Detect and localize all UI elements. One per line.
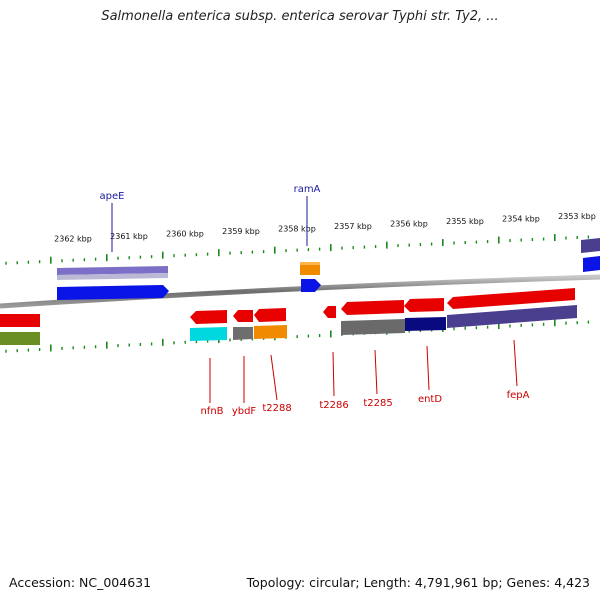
kbp-label: 2362 kbp bbox=[54, 235, 92, 244]
kbp-label: 2358 kbp bbox=[278, 225, 316, 234]
gene-labels-bottom: nfnB ybdF t2288 t2286 t2285 entD fepA bbox=[200, 390, 529, 417]
kbp-label: 2359 kbp bbox=[222, 227, 260, 236]
gene-entD[interactable] bbox=[404, 298, 446, 331]
gene-t2285[interactable] bbox=[341, 300, 405, 335]
kbp-label: 2360 kbp bbox=[166, 230, 204, 239]
kbp-labels: 2362 kbp 2361 kbp 2360 kbp 2359 kbp 2358 kbp… bbox=[54, 212, 596, 244]
gene-label[interactable]: nfnB bbox=[200, 406, 223, 417]
label-leaders bbox=[111, 196, 518, 403]
gene-nfnB[interactable] bbox=[190, 310, 227, 341]
forward-features bbox=[57, 238, 600, 300]
map-title: Salmonella enterica subsp. enterica sero… bbox=[101, 9, 499, 24]
gene-label[interactable]: t2288 bbox=[262, 403, 291, 414]
accession-text: Accession: NC_004631 bbox=[9, 575, 152, 590]
kbp-label: 2354 kbp bbox=[502, 215, 540, 224]
gene-apeE[interactable] bbox=[57, 266, 169, 300]
gene-label[interactable]: t2286 bbox=[319, 400, 348, 411]
topology-text: Topology: circular; Length: 4,791,961 bp… bbox=[246, 575, 590, 590]
kbp-label: 2361 kbp bbox=[110, 232, 148, 241]
gene-right-edge[interactable] bbox=[581, 238, 600, 272]
genome-backbone bbox=[0, 274, 600, 309]
gene-label[interactable]: entD bbox=[418, 394, 442, 405]
kbp-label: 2353 kbp bbox=[558, 212, 596, 221]
tick-row-top bbox=[5, 234, 590, 265]
gene-ybdF[interactable] bbox=[233, 310, 253, 340]
gene-labels-top: apeE ramA bbox=[100, 184, 321, 202]
reverse-features bbox=[0, 288, 577, 345]
tick-row-bottom bbox=[5, 319, 590, 353]
gene-left-edge[interactable] bbox=[0, 314, 40, 345]
kbp-label: 2357 kbp bbox=[334, 222, 372, 231]
gene-t2286[interactable] bbox=[323, 306, 336, 318]
gene-label[interactable]: fepA bbox=[507, 390, 530, 401]
kbp-label: 2355 kbp bbox=[446, 217, 484, 226]
gene-ramA[interactable] bbox=[300, 262, 321, 292]
gene-label[interactable]: ybdF bbox=[232, 406, 257, 417]
gene-label[interactable]: t2285 bbox=[363, 398, 392, 409]
gene-t2288[interactable] bbox=[254, 308, 287, 339]
gene-label[interactable]: ramA bbox=[294, 184, 321, 195]
gene-fepA[interactable] bbox=[447, 288, 577, 328]
kbp-label: 2356 kbp bbox=[390, 220, 428, 229]
gene-label[interactable]: apeE bbox=[100, 191, 125, 202]
